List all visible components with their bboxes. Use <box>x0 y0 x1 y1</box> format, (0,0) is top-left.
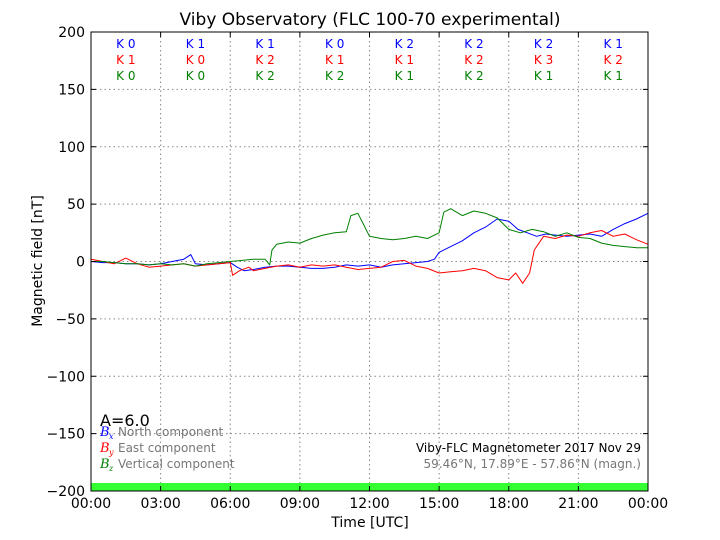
x-tick-label: 06:00 <box>210 496 250 512</box>
k-index-east: K 1 <box>325 53 344 67</box>
k-index-vertical: K 1 <box>534 69 553 83</box>
data-series <box>90 208 649 284</box>
y-tick-label: −50 <box>55 312 85 328</box>
x-tick-label: 09:00 <box>280 496 320 512</box>
k-index-east: K 1 <box>395 53 414 67</box>
k-index-north: K 0 <box>325 37 344 51</box>
info-station-label: Viby-FLC Magnetometer 2017 Nov 29 <box>416 441 641 455</box>
k-index-east: K 2 <box>464 53 483 67</box>
info-coordinates-label: 59.46°N, 17.89°E - 57.86°N (magn.) <box>424 457 641 471</box>
k-index-east: K 0 <box>186 53 205 67</box>
y-tick-label: 50 <box>67 197 85 213</box>
y-tick-label: −150 <box>47 427 85 443</box>
legend-subscript: y <box>108 448 114 457</box>
k-index-east: K 2 <box>255 53 274 67</box>
k-index-vertical: K 1 <box>395 69 414 83</box>
k-index-vertical: K 0 <box>186 69 205 83</box>
k-index-vertical: K 1 <box>604 69 623 83</box>
y-tick-label: 200 <box>58 25 85 41</box>
legend-symbol: B <box>99 441 110 456</box>
legend-subscript: x <box>109 432 114 441</box>
y-tick-label: −100 <box>47 369 85 385</box>
x-tick-label: 12:00 <box>349 496 389 512</box>
k-index-vertical: K 2 <box>464 69 483 83</box>
x-tick-label: 03:00 <box>140 496 180 512</box>
a-index-label: A=6.0 <box>100 411 150 430</box>
legend-label: Vertical component <box>118 457 235 471</box>
k-index-north: K 2 <box>534 37 553 51</box>
legend-label: East component <box>118 441 216 455</box>
x-tick-label: 00:00 <box>71 496 111 512</box>
k-index-east: K 1 <box>116 53 135 67</box>
k-index-north: K 0 <box>116 37 135 51</box>
k-index-north: K 2 <box>395 37 414 51</box>
y-tick-label: 150 <box>58 82 85 98</box>
x-tick-label: 15:00 <box>419 496 459 512</box>
y-tick-label: 100 <box>58 140 85 156</box>
k-index-east: K 2 <box>604 53 623 67</box>
k-index-east: K 3 <box>534 53 553 67</box>
x-tick-label: 21:00 <box>558 496 598 512</box>
legend-symbol: B <box>99 425 110 440</box>
series-line-vertical-component <box>91 208 648 267</box>
legend-symbol: B <box>99 457 110 472</box>
k-index-vertical: K 2 <box>325 69 344 83</box>
k-index-table: K 0 K 1 K 1 K 0 K 2 K 2 K 2 K 1 K 1 K 0 K 2 K 1 K 1 K… <box>116 37 623 83</box>
y-axis-label: Magnetic field [nT] <box>30 195 46 327</box>
legend-label: North component <box>118 425 224 439</box>
x-tick-label: 00:00 <box>628 496 668 512</box>
y-tick-label: −200 <box>47 484 85 500</box>
x-tick-label: 18:00 <box>489 496 529 512</box>
legend-subscript: z <box>108 464 114 473</box>
k-index-vertical: K 0 <box>116 69 135 83</box>
chart-title: Viby Observatory (FLC 100-70 experimenta… <box>180 10 561 30</box>
k-index-north: K 1 <box>255 37 274 51</box>
k-index-north: K 1 <box>604 37 623 51</box>
k-index-vertical: K 2 <box>255 69 274 83</box>
x-axis-label: Time [UTC] <box>330 515 408 531</box>
axis-ticks: 00:00 03:00 06:00 09:00 12:00 15:00 18:00 21:00… <box>47 25 669 512</box>
y-tick-label: 0 <box>76 255 85 271</box>
k-index-north: K 2 <box>464 37 483 51</box>
k-index-north: K 1 <box>186 37 205 51</box>
